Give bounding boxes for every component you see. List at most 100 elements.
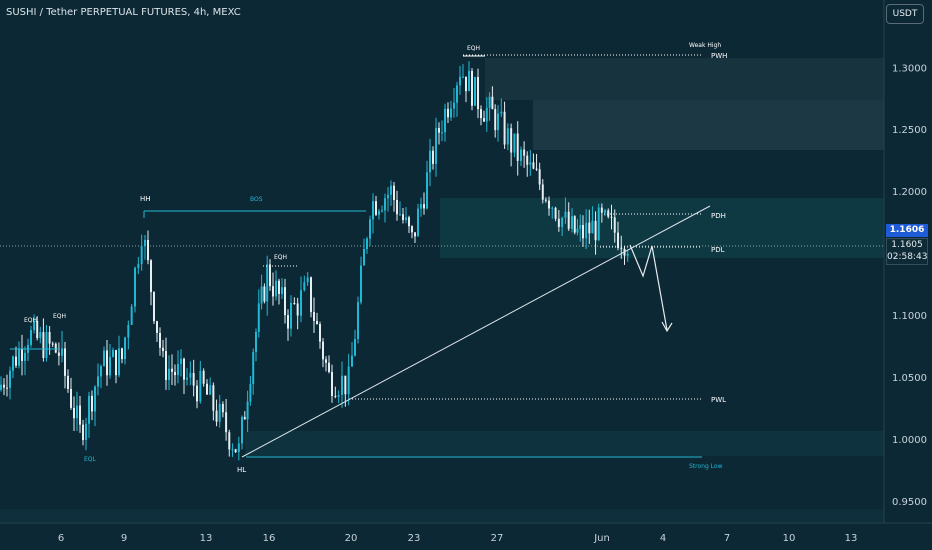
demand-zone-mid <box>440 198 884 258</box>
candle-body <box>130 306 133 325</box>
candle-body <box>168 368 170 381</box>
candle-body <box>287 315 289 329</box>
candle-body <box>118 348 120 376</box>
candle-body <box>257 303 260 332</box>
candle-body <box>202 370 205 384</box>
candle-body <box>21 348 23 361</box>
candle-body <box>477 77 479 110</box>
candle-body <box>585 222 588 239</box>
candle-body <box>94 386 96 412</box>
trendline[interactable] <box>241 205 711 458</box>
candle-body <box>186 377 188 380</box>
candle-body <box>54 343 57 353</box>
time-tick-label: 27 <box>491 533 504 544</box>
candle-body <box>215 410 218 422</box>
candle-body <box>162 347 164 352</box>
candle-body <box>571 216 573 229</box>
candle-body <box>541 184 544 200</box>
candle-body <box>147 240 149 261</box>
candle-body <box>228 432 231 450</box>
candle-body <box>567 211 570 229</box>
candle-body <box>278 280 280 295</box>
candle-body <box>465 76 467 92</box>
candle-body <box>557 218 560 227</box>
candle-body <box>140 245 143 265</box>
time-tick-label: 16 <box>263 533 276 544</box>
price-axis[interactable]: 1.3000 1.2500 1.2000 1.1000 1.0500 1.0000 0.95… <box>892 63 927 508</box>
supply-zone-lower <box>533 100 884 150</box>
candle-body <box>513 133 516 153</box>
candle-body <box>532 162 535 169</box>
candle-body <box>579 225 582 229</box>
current-price-value: 1.1605 <box>891 240 923 250</box>
candle-body <box>303 282 306 291</box>
candle-body <box>510 128 513 153</box>
candle-body <box>246 401 249 420</box>
candle-body <box>354 338 356 356</box>
currency-selector-button[interactable]: USDT <box>886 4 924 24</box>
candle-body <box>237 443 240 453</box>
candle-body <box>313 312 315 321</box>
candle-body <box>447 108 449 118</box>
candle-body <box>252 351 255 384</box>
candle-body <box>73 407 75 419</box>
candle-body <box>378 211 380 215</box>
candle-body <box>39 332 42 339</box>
candle-body <box>471 70 473 106</box>
candle-body <box>387 194 389 199</box>
candle-body <box>529 162 532 165</box>
candle-body <box>3 384 5 388</box>
candle-body <box>249 383 252 402</box>
candle-body <box>520 149 522 161</box>
candle-body <box>36 321 39 339</box>
supply-zone-upper <box>485 58 884 100</box>
eqh-label-2: EQH <box>53 313 66 320</box>
candle-body <box>375 201 377 215</box>
candle-body <box>456 85 458 103</box>
candle-body <box>156 321 158 333</box>
projection-arrow-head <box>661 321 673 333</box>
candle-body <box>453 102 455 109</box>
candle-body <box>384 198 386 211</box>
candle-body <box>594 220 597 241</box>
candle-body <box>548 200 550 209</box>
candle-body <box>341 375 343 395</box>
projection-path[interactable] <box>629 244 668 331</box>
candle-body <box>243 416 246 420</box>
candle-body <box>79 405 81 425</box>
chart-title: SUSHI / Tether PERPETUAL FUTURES, 4h, ME… <box>6 7 241 18</box>
candle-body <box>9 370 11 388</box>
candle-body <box>165 351 167 381</box>
candle-body <box>241 416 243 444</box>
candle-body <box>544 199 547 201</box>
candle-body <box>360 265 362 303</box>
candle-body <box>0 384 2 390</box>
candle-body <box>260 286 263 304</box>
candle-body <box>561 217 564 227</box>
candle-body <box>300 290 302 316</box>
candle-body <box>196 385 198 402</box>
price-tick-label: 1.1000 <box>892 311 927 322</box>
candle-body <box>551 207 554 209</box>
candle-body <box>432 150 434 164</box>
candle-body <box>347 366 350 395</box>
candle-body <box>491 96 494 110</box>
candle-body <box>82 424 84 441</box>
time-tick-label: 10 <box>783 533 796 544</box>
candle-body <box>310 277 312 313</box>
candle-body <box>275 280 277 297</box>
candle-body <box>480 109 482 119</box>
candle-body <box>396 199 398 215</box>
candle-body <box>115 350 117 376</box>
candle-body <box>344 375 347 395</box>
time-tick-label: 13 <box>200 533 213 544</box>
price-tick-label: 1.0000 <box>892 435 927 446</box>
candle-body <box>6 387 8 389</box>
price-tick-label: 1.2000 <box>892 187 927 198</box>
candle-body <box>381 210 383 212</box>
candle-body <box>369 219 371 239</box>
candle-body <box>526 155 529 165</box>
time-axis[interactable]: 6 9 13 16 20 23 27 Jun 4 7 10 13 <box>58 533 858 544</box>
time-tick-label: 20 <box>345 533 358 544</box>
